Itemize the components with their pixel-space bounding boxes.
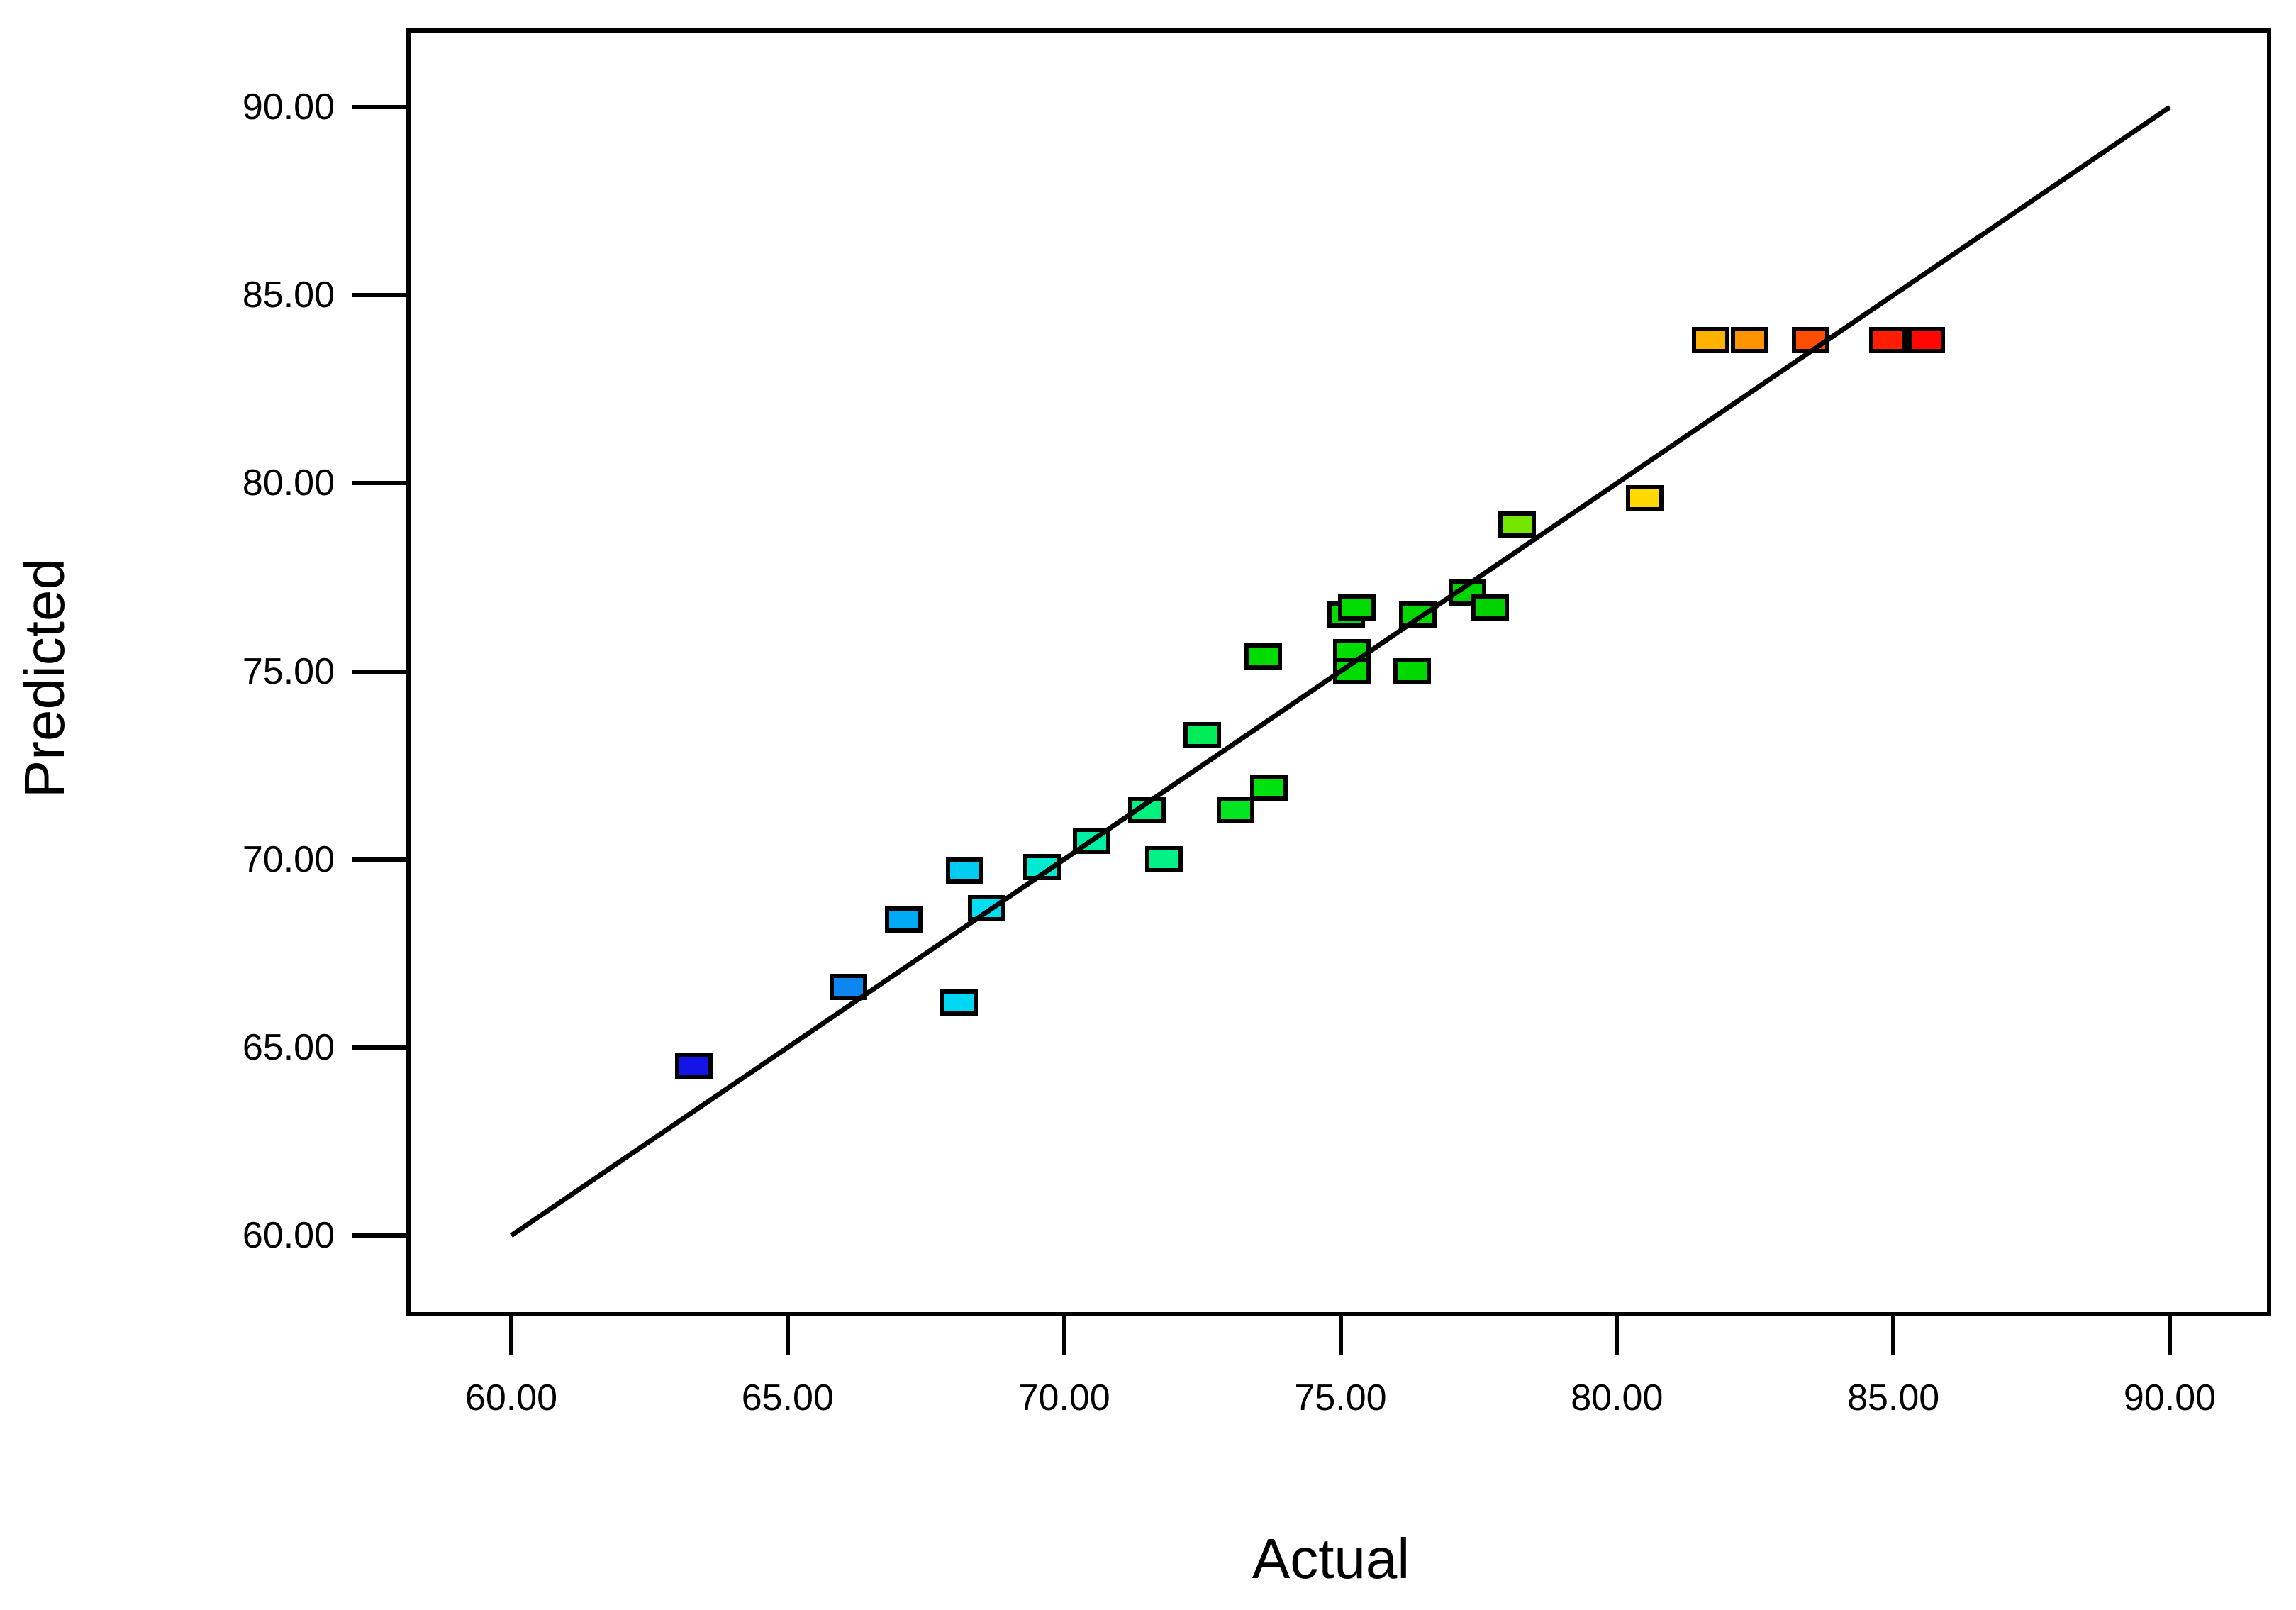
data-point-marker: [1183, 722, 1222, 749]
data-point-marker: [1128, 797, 1166, 824]
y-tick-label: 80.00: [242, 462, 335, 504]
x-tick-label: 65.00: [741, 1377, 834, 1419]
y-tick: [352, 857, 406, 862]
data-point-marker: [885, 906, 923, 933]
x-tick-label: 85.00: [1847, 1377, 1940, 1419]
data-point-marker: [968, 895, 1005, 922]
x-tick: [2168, 1316, 2172, 1355]
y-tick: [352, 293, 406, 298]
y-tick-label: 85.00: [242, 274, 335, 316]
y-tick-label: 70.00: [242, 838, 335, 880]
data-point-marker: [1022, 853, 1061, 880]
y-tick: [352, 481, 406, 486]
x-tick: [785, 1316, 790, 1355]
data-point-marker: [830, 974, 868, 1001]
data-point-marker: [674, 1053, 713, 1079]
data-point-marker: [1144, 846, 1183, 873]
y-tick: [352, 1233, 406, 1238]
y-tick: [352, 1045, 406, 1050]
data-point-marker: [1216, 797, 1254, 824]
data-point-marker: [1399, 601, 1437, 628]
x-tick: [509, 1316, 513, 1355]
data-point-marker: [1730, 327, 1768, 354]
data-point-marker: [1791, 327, 1829, 354]
data-point-marker: [945, 857, 983, 884]
x-tick: [1338, 1316, 1343, 1355]
x-tick-label: 75.00: [1294, 1377, 1387, 1419]
y-tick-label: 75.00: [242, 650, 335, 692]
x-tick-label: 70.00: [1018, 1377, 1110, 1419]
data-point-marker: [1692, 327, 1730, 354]
data-point-marker: [1498, 511, 1537, 538]
data-point-marker: [1625, 485, 1664, 512]
y-tick: [352, 669, 406, 674]
x-tick-label: 80.00: [1571, 1377, 1664, 1419]
data-point-marker: [1868, 327, 1907, 354]
y-tick: [352, 105, 406, 109]
data-point-marker: [1244, 643, 1282, 670]
data-point-marker: [1471, 594, 1509, 621]
data-point-marker: [940, 989, 979, 1016]
x-tick: [1061, 1316, 1066, 1355]
y-tick-label: 65.00: [242, 1026, 335, 1068]
data-point-marker: [1073, 827, 1111, 854]
y-axis-title: Predicted: [13, 558, 76, 798]
data-point-marker: [1393, 658, 1432, 684]
x-tick: [1891, 1316, 1896, 1355]
data-point-marker: [1332, 658, 1371, 684]
x-axis-title: Actual: [1252, 1527, 1410, 1590]
plot-frame: [406, 28, 2271, 1316]
x-tick: [1615, 1316, 1620, 1355]
y-tick-label: 90.00: [242, 87, 335, 128]
data-point-marker: [1249, 775, 1288, 801]
y-tick-label: 60.00: [242, 1215, 335, 1256]
x-tick-label: 60.00: [464, 1377, 558, 1419]
data-point-marker: [1907, 327, 1946, 354]
data-point-marker: [1338, 594, 1376, 621]
x-tick-label: 90.00: [2123, 1377, 2217, 1419]
